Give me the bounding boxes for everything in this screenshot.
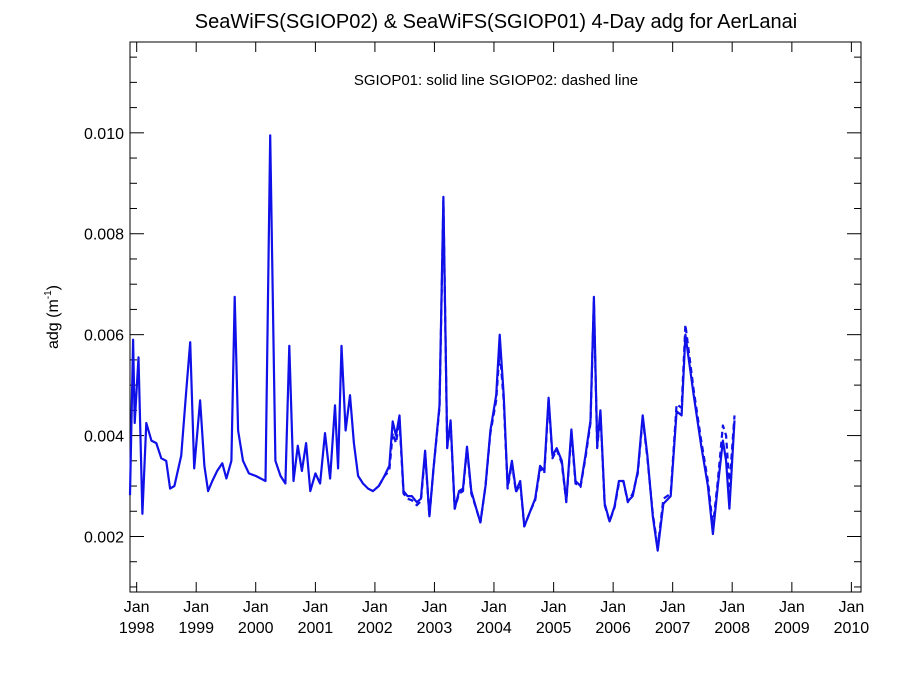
x-tick-month: Jan <box>422 599 448 616</box>
x-tick-month: Jan <box>303 599 329 616</box>
x-tick-year: 2005 <box>536 620 572 637</box>
x-tick-month: Jan <box>481 599 507 616</box>
x-tick-month: Jan <box>660 599 686 616</box>
y-axis-label: adg (m-1) <box>43 285 62 349</box>
y-tick-label: 0.006 <box>84 328 124 345</box>
x-tick-year: 2002 <box>357 620 393 637</box>
x-tick-year: 1998 <box>119 620 155 637</box>
y-tick-label: 0.002 <box>84 529 124 546</box>
x-tick-year: 2003 <box>417 620 453 637</box>
x-tick-year: 2000 <box>238 620 274 637</box>
x-tick-year: 2008 <box>714 620 750 637</box>
x-tick-year: 2007 <box>655 620 691 637</box>
x-tick-month: Jan <box>838 599 864 616</box>
x-tick-year: 2010 <box>834 620 870 637</box>
x-tick-month: Jan <box>124 599 150 616</box>
chart-title: SeaWiFS(SGIOP02) & SeaWiFS(SGIOP01) 4-Da… <box>195 11 797 33</box>
y-axis-label-superscript: -1 <box>43 290 54 299</box>
x-tick-month: Jan <box>600 599 626 616</box>
x-tick-month: Jan <box>779 599 805 616</box>
x-axis: Jan 1998 Jan 1999 Jan 2000 Jan 2001 Jan 2002 Jan 20… <box>119 42 869 637</box>
plot-frame <box>129 41 862 593</box>
x-tick-year: 2009 <box>774 620 810 637</box>
series-style-note: SGIOP01: solid line SGIOP02: dashed line <box>354 72 638 89</box>
y-tick-label: 0.010 <box>84 126 124 143</box>
x-tick-month: Jan <box>719 599 745 616</box>
x-tick-year: 2004 <box>476 620 512 637</box>
x-tick-month: Jan <box>541 599 567 616</box>
y-tick-label: 0.008 <box>84 227 124 244</box>
x-tick-month: Jan <box>183 599 209 616</box>
y-axis-label-close: ) <box>45 285 62 290</box>
y-axis: 0.002 0.004 0.006 0.008 0.010 <box>84 56 861 588</box>
x-tick-year: 2006 <box>595 620 631 637</box>
x-tick-year: 2001 <box>298 620 334 637</box>
y-tick-label: 0.004 <box>84 429 124 446</box>
x-tick-year: 1999 <box>178 620 214 637</box>
y-axis-label-main: adg (m <box>45 299 62 349</box>
series-layer <box>128 134 736 552</box>
series-line-sgiop02 <box>377 199 736 549</box>
x-tick-month: Jan <box>243 599 269 616</box>
x-tick-month: Jan <box>362 599 388 616</box>
series-line-sgiop01 <box>128 134 736 552</box>
